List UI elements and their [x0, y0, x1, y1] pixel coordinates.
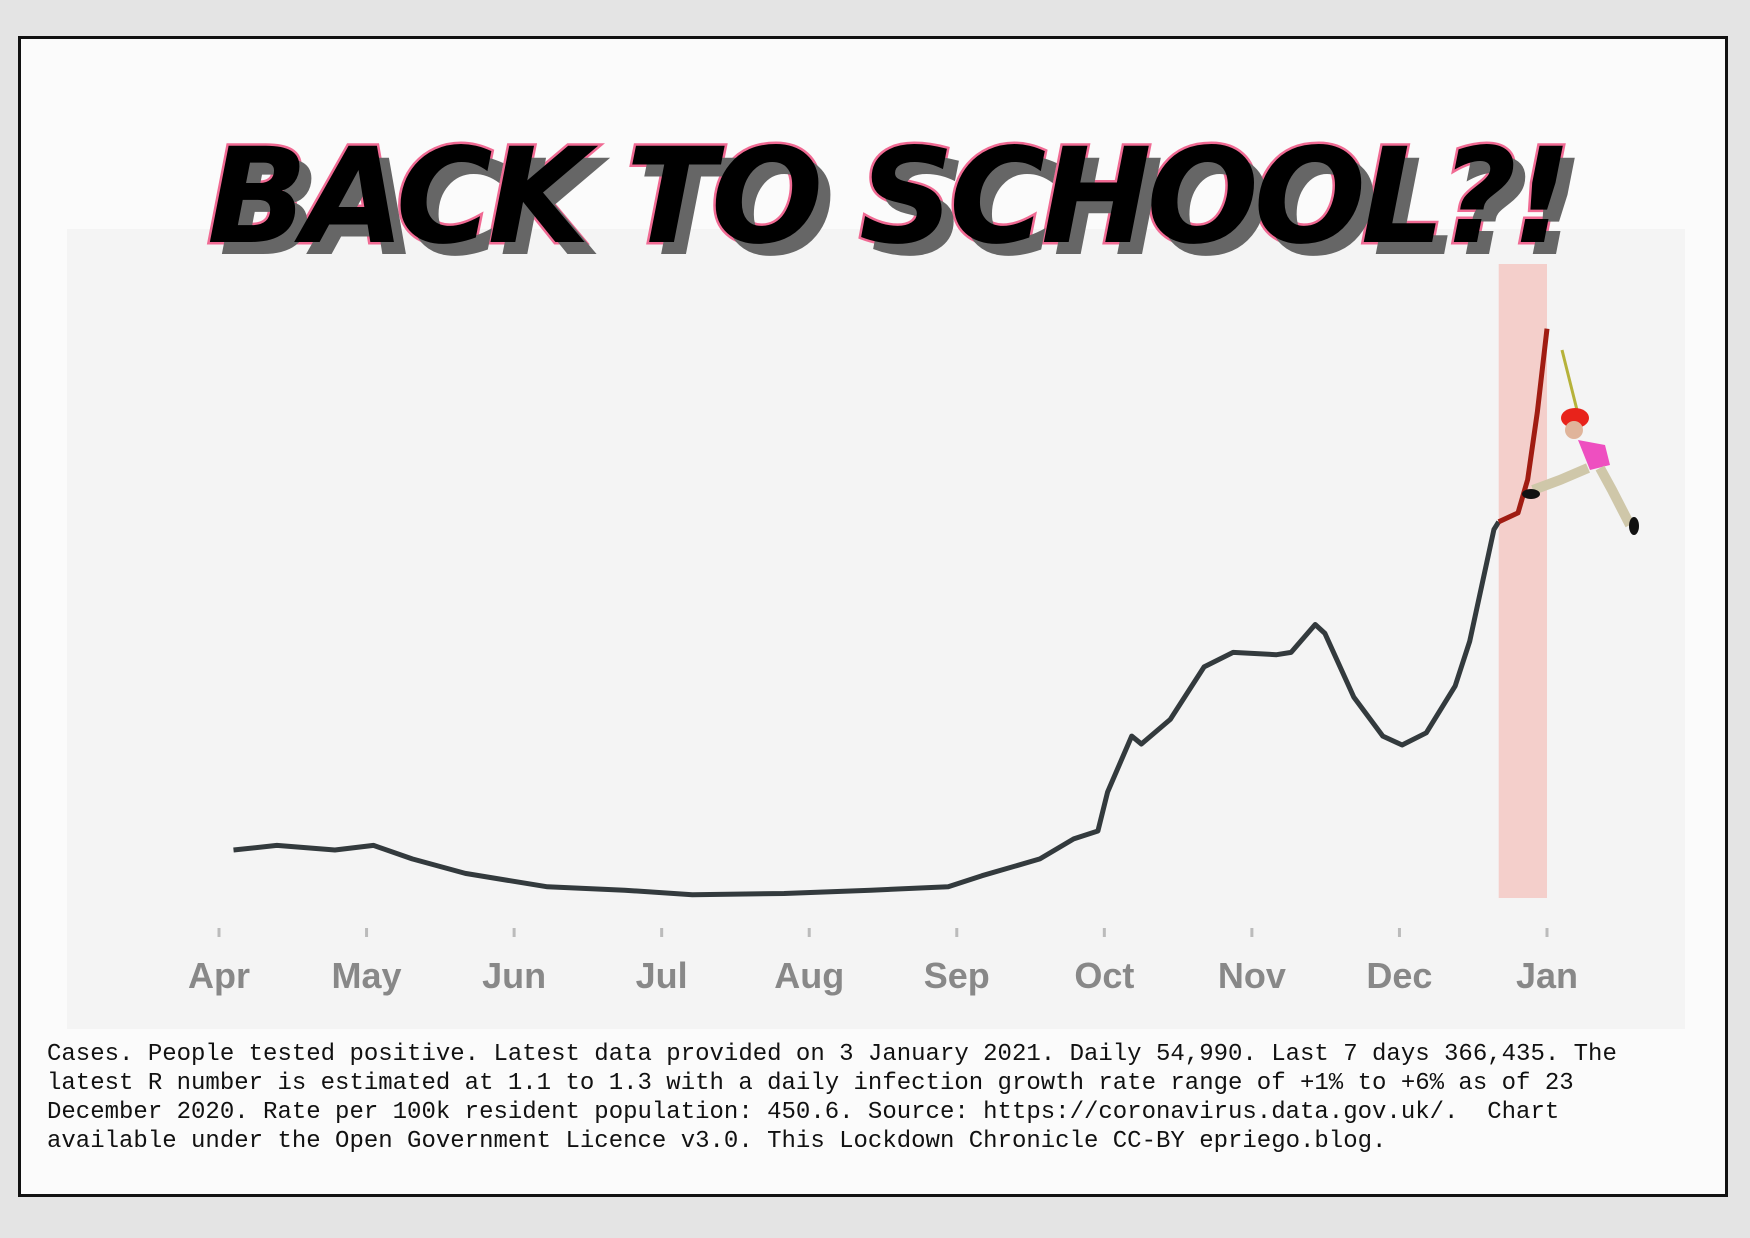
chart-panel: [67, 229, 1685, 1029]
caption-line: Cases. People tested positive. Latest da…: [47, 1041, 1617, 1068]
x-tick-label: Dec: [1366, 955, 1432, 996]
x-tick-label: Apr: [188, 955, 250, 996]
series-lines: [233, 328, 1550, 898]
x-tick-label: Jan: [1516, 955, 1578, 996]
series-line-recent: [1497, 328, 1550, 525]
climber-shoe: [1629, 517, 1639, 535]
x-tick-label: Oct: [1074, 955, 1134, 996]
x-tick-label: Jul: [636, 955, 688, 996]
highlight-band: [1498, 264, 1547, 898]
chart-caption: Cases. People tested positive. Latest da…: [47, 1040, 1717, 1156]
climber-shirt: [1578, 440, 1610, 470]
poster-title: BACK TO SCHOOL?!: [205, 117, 1575, 276]
caption-line: latest R number is estimated at 1.1 to 1…: [47, 1070, 1574, 1097]
climber-head: [1565, 421, 1583, 439]
x-tick-label: Aug: [774, 955, 844, 996]
series-line: [233, 520, 1501, 898]
climber-legs: [1531, 463, 1635, 528]
helmet-icon: [1561, 408, 1589, 428]
climber-shoe: [1522, 489, 1540, 499]
caption-line: December 2020. Rate per 100k resident po…: [47, 1099, 1560, 1126]
x-tick-label: Jun: [482, 955, 546, 996]
x-axis: Apr May Jun Jul Aug Sep Oct Nov Dec Jan: [188, 928, 1578, 996]
x-tick-label: Nov: [1218, 955, 1286, 996]
highlight-region: [1498, 264, 1547, 898]
x-tick-label: Sep: [924, 955, 990, 996]
rope: [1560, 349, 1579, 411]
climber-illustration: [1522, 349, 1639, 535]
caption-line: available under the Open Government Lice…: [47, 1128, 1387, 1155]
x-tick-label: May: [332, 955, 402, 996]
